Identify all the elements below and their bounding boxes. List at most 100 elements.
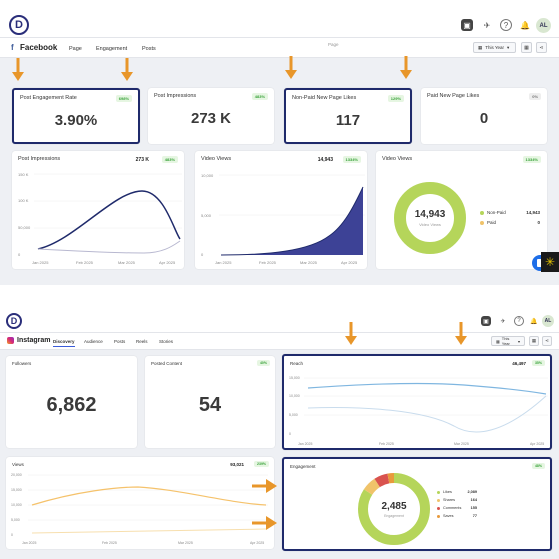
sparkle-icon[interactable]: ✳ xyxy=(541,252,559,272)
status-badge: 483% xyxy=(161,156,178,163)
video-views-area-chart xyxy=(219,174,365,256)
legend-value: 2,089 xyxy=(467,490,477,494)
chart-title: Engagement xyxy=(290,464,316,469)
top-bar: D ▣ ✈ ? 🔔 AL xyxy=(0,310,559,333)
donut-center-value: 2,485 xyxy=(381,501,407,512)
tab-engagement[interactable]: Engagement xyxy=(96,46,128,52)
top-bar: D ▣ ✈ ? 🔔 AL xyxy=(0,12,559,38)
legend-value: 77 xyxy=(472,514,477,518)
chart-title: Post Impressions xyxy=(18,156,61,162)
legend-label: Comments xyxy=(443,506,462,510)
y-tick: 0 xyxy=(289,432,291,436)
kpi-title: Followers xyxy=(12,361,32,366)
kpi-card-nonpaid-likes: Non-Paid New Page Likes 129% 117 xyxy=(284,88,412,144)
legend-dot xyxy=(437,498,440,502)
arrow-icon xyxy=(12,58,24,81)
views-line-chart xyxy=(28,474,268,534)
donut-center-value: 14,943 xyxy=(414,209,446,220)
logo[interactable]: D xyxy=(9,15,29,35)
chat-icon xyxy=(537,259,544,267)
arrow-icon xyxy=(345,322,357,345)
x-tick: Jan 2025 xyxy=(22,541,37,545)
date-range-label: This Year xyxy=(501,336,510,346)
calendar-icon: ▦ xyxy=(478,44,483,50)
chart-total: 273 K xyxy=(135,157,149,163)
post-impressions-chart-card: Post Impressions 273 K 483% 150 K 100 K … xyxy=(12,151,184,269)
tab-posts[interactable]: Posts xyxy=(142,46,156,52)
legend-label: Shares xyxy=(443,498,456,502)
legend-item: Shares 164 xyxy=(437,498,477,502)
followers-card: Followers 6,862 xyxy=(6,356,137,448)
help-icon[interactable]: ? xyxy=(514,316,524,326)
x-tick: Feb 2025 xyxy=(259,260,276,265)
grid-button[interactable]: ▦ xyxy=(521,42,532,53)
legend-label: Paid xyxy=(487,220,497,225)
arrow-icon xyxy=(400,56,412,79)
date-range-dropdown[interactable]: ▦ This Year ▾ xyxy=(491,336,525,346)
instagram-icon xyxy=(7,337,14,344)
tab-posts[interactable]: Posts xyxy=(114,339,126,344)
kpi-title: Posted Content xyxy=(151,361,183,366)
help-icon[interactable]: ? xyxy=(500,19,512,31)
y-tick: 15,000 xyxy=(289,376,300,380)
nav-row: f Facebook Page Engagement Posts Page ▦ … xyxy=(0,38,559,58)
bell-icon[interactable]: 🔔 xyxy=(520,20,530,30)
status-badge: 698% xyxy=(115,95,132,102)
x-tick: Mar 2025 xyxy=(300,260,317,265)
x-tick: Feb 2025 xyxy=(76,260,93,265)
gift-icon[interactable]: ▣ xyxy=(461,19,473,31)
rocket-icon[interactable]: ✈ xyxy=(500,318,506,325)
kpi-card-engagement-rate: Post Engagement Rate 698% 3.90% xyxy=(12,88,140,144)
reach-line-chart xyxy=(304,377,548,433)
logo[interactable]: D xyxy=(6,313,22,329)
kpi-value: 54 xyxy=(198,394,222,416)
status-badge: 35% xyxy=(531,360,545,366)
x-tick: Jan 2025 xyxy=(298,442,313,446)
legend-label: Non-Paid xyxy=(487,210,506,215)
y-tick: 15,000 xyxy=(11,488,22,492)
y-tick: 5,000 xyxy=(201,213,212,218)
impressions-line-chart xyxy=(34,173,182,254)
gift-icon[interactable]: ▣ xyxy=(481,316,491,326)
tab-page[interactable]: Page xyxy=(69,46,82,52)
x-tick: Mar 2025 xyxy=(454,442,469,446)
grid-button[interactable]: ▦ xyxy=(529,336,539,346)
arrow-icon xyxy=(455,322,467,345)
tab-stories[interactable]: Stories xyxy=(159,339,174,344)
avatar[interactable]: AL xyxy=(536,18,551,33)
y-tick: 0 xyxy=(18,252,21,257)
kpi-title: Non-Paid New Page Likes xyxy=(292,95,357,101)
legend-value: 0 xyxy=(537,220,540,225)
page-select[interactable]: Page xyxy=(328,42,339,47)
chart-title: Video Views xyxy=(382,156,413,162)
legend-dot xyxy=(437,514,440,518)
kpi-card-post-impressions: Post Impressions 483% 273 K xyxy=(148,88,274,144)
nav-row: Instagram Discovery Audience Posts Reels… xyxy=(0,333,559,350)
legend-dot xyxy=(437,506,440,510)
legend-value: 14,943 xyxy=(526,210,540,215)
share-button[interactable]: ⋖ xyxy=(536,42,547,53)
calendar-icon: ▦ xyxy=(496,338,500,344)
avatar[interactable]: AL xyxy=(542,315,554,327)
tab-reels[interactable]: Reels xyxy=(136,339,148,344)
chart-total: 14,943 xyxy=(317,157,333,163)
y-tick: 10,000 xyxy=(11,503,22,507)
bell-icon[interactable]: 🔔 xyxy=(530,318,538,325)
status-badge: 0% xyxy=(529,93,541,100)
rocket-icon[interactable]: ✈ xyxy=(483,20,491,30)
date-range-dropdown[interactable]: ▦ This Year ▾ xyxy=(473,42,516,53)
arrow-icon xyxy=(285,56,297,79)
video-views-chart-card: Video Views 14,943 1334% 10,000 5,000 0 … xyxy=(195,151,367,269)
share-button[interactable]: ⋖ xyxy=(542,336,552,346)
tab-discovery[interactable]: Discovery xyxy=(53,339,75,347)
x-tick: Jan 2025 xyxy=(215,260,232,265)
kpi-value: 0 xyxy=(479,110,489,127)
legend-label: Likes xyxy=(443,490,452,494)
legend-item: Non-Paid 14,943 xyxy=(480,210,540,215)
y-tick: 20,000 xyxy=(11,473,22,477)
tab-audience[interactable]: Audience xyxy=(84,339,103,344)
x-tick: Apr 2025 xyxy=(530,442,545,446)
chart-title: Video Views xyxy=(201,156,232,162)
legend-value: 164 xyxy=(470,498,477,502)
arrow-icon xyxy=(252,479,277,493)
